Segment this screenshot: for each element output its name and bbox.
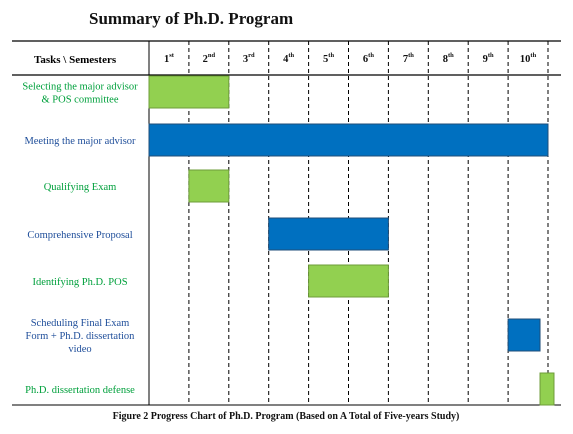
semester-label-10: 10th	[520, 52, 537, 65]
semester-label-9: 9th	[483, 52, 494, 65]
chart-caption: Figure 2 Progress Chart of Ph.D. Program…	[113, 411, 460, 422]
task-label-3: Qualifying Exam	[44, 182, 117, 193]
task-bars	[148, 75, 555, 406]
header-tasks: Tasks	[34, 54, 61, 66]
task-bar-3	[188, 169, 230, 203]
task-label-5: Identifying Ph.D. POS	[32, 277, 127, 288]
task-bar-2	[148, 123, 549, 157]
semester-label-7: 7th	[403, 52, 414, 65]
chart-title: Summary of Ph.D. Program	[89, 9, 293, 28]
task-bar-7	[539, 372, 555, 406]
semester-label-6: 6th	[363, 52, 374, 65]
task-bar-4	[268, 217, 389, 251]
task-label-7: Ph.D. dissertation defense	[25, 385, 135, 396]
semester-label-8: 8th	[443, 52, 454, 65]
semester-label-5: 5th	[323, 52, 334, 65]
task-label-6: Scheduling Final Exam Form + Ph.D. disser…	[26, 318, 136, 355]
header-semesters: Semesters	[69, 54, 117, 66]
semester-label-1: 1st	[164, 52, 175, 65]
semester-labels: 1st 2nd 3rd 4th 5th 6th 7th 8th 9th 10th	[164, 52, 537, 65]
semester-label-2: 2nd	[203, 52, 216, 65]
task-label-1: Selecting the major advisor & POS committ…	[22, 82, 138, 106]
task-bar-5	[308, 264, 389, 298]
header-label: Tasks \ Semesters	[34, 54, 117, 66]
header-separator: \	[61, 54, 70, 66]
task-label-4: Comprehensive Proposal	[27, 230, 132, 241]
task-bar-1	[148, 75, 230, 109]
semester-label-3: 3rd	[243, 52, 255, 65]
task-bar-6	[507, 318, 541, 352]
task-label-2: Meeting the major advisor	[24, 136, 136, 147]
task-labels: Selecting the major advisor & POS committ…	[22, 82, 138, 397]
semester-label-4: 4th	[283, 52, 294, 65]
